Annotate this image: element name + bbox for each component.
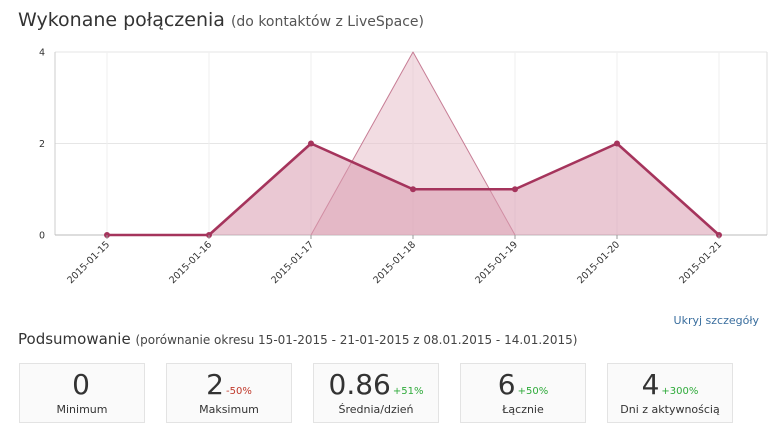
stat-label: Dni z aktywnością bbox=[620, 403, 720, 416]
stat-maximum: 2 -50% Maksimum bbox=[166, 363, 292, 423]
stat-value: 6 bbox=[497, 368, 516, 401]
stat-value: 2 bbox=[206, 368, 224, 401]
data-point bbox=[308, 140, 314, 147]
stat-value: 0.86 bbox=[328, 368, 391, 401]
stat-label: Minimum bbox=[56, 403, 108, 416]
data-point bbox=[614, 140, 620, 147]
summary-stats: 0 Minimum 2 -50% Maksimum 0.86 +51% Średni… bbox=[19, 363, 733, 423]
x-tick-label: 2015-01-17 bbox=[269, 239, 316, 286]
data-point bbox=[512, 186, 518, 193]
x-tick-label: 2015-01-16 bbox=[167, 239, 214, 286]
y-tick-label: 0 bbox=[39, 231, 45, 242]
stat-change: -50% bbox=[225, 386, 252, 397]
summary-title: Podsumowanie (porównanie okresu 15-01-20… bbox=[18, 330, 577, 348]
stat-label: Łącznie bbox=[502, 403, 544, 416]
summary-heading: Podsumowanie bbox=[18, 330, 131, 348]
x-tick-label: 2015-01-20 bbox=[575, 239, 622, 286]
stat-average-per-day: 0.86 +51% Średnia/dzień bbox=[313, 363, 439, 423]
chart-subtitle: (do kontaktów z LiveSpace) bbox=[230, 14, 425, 30]
stat-value: 4 bbox=[641, 368, 660, 401]
calls-chart: 0 2 4 2015-01-15 2015-01-16 2015-01-17 2015-01… bbox=[39, 48, 768, 286]
stat-label: Maksimum bbox=[199, 403, 259, 416]
x-tick-label: 2015-01-21 bbox=[677, 239, 724, 286]
x-tick-label: 2015-01-19 bbox=[473, 239, 520, 286]
x-tick-label: 2015-01-18 bbox=[371, 239, 418, 286]
chart-title: Wykonane połączenia bbox=[18, 9, 225, 31]
y-tick-label: 4 bbox=[39, 48, 45, 59]
hide-details-link[interactable]: Ukryj szczegóły bbox=[673, 314, 759, 327]
stat-change: +50% bbox=[517, 386, 549, 397]
data-point bbox=[410, 186, 416, 193]
stat-change: +300% bbox=[661, 386, 699, 397]
x-tick-label: 2015-01-15 bbox=[65, 239, 112, 286]
stat-value: 0 bbox=[72, 368, 90, 401]
stat-total: 6 +50% Łącznie bbox=[460, 363, 586, 423]
summary-period: (porównanie okresu 15-01-2015 - 21-01-20… bbox=[135, 333, 578, 347]
y-tick-label: 2 bbox=[39, 139, 45, 150]
stat-active-days: 4 +300% Dni z aktywnością bbox=[607, 363, 733, 423]
stat-label: Średnia/dzień bbox=[338, 403, 414, 416]
stat-change: +51% bbox=[392, 386, 424, 397]
page-title: Wykonane połączenia (do kontaktów z Live… bbox=[18, 9, 424, 31]
stat-minimum: 0 Minimum bbox=[19, 363, 145, 423]
